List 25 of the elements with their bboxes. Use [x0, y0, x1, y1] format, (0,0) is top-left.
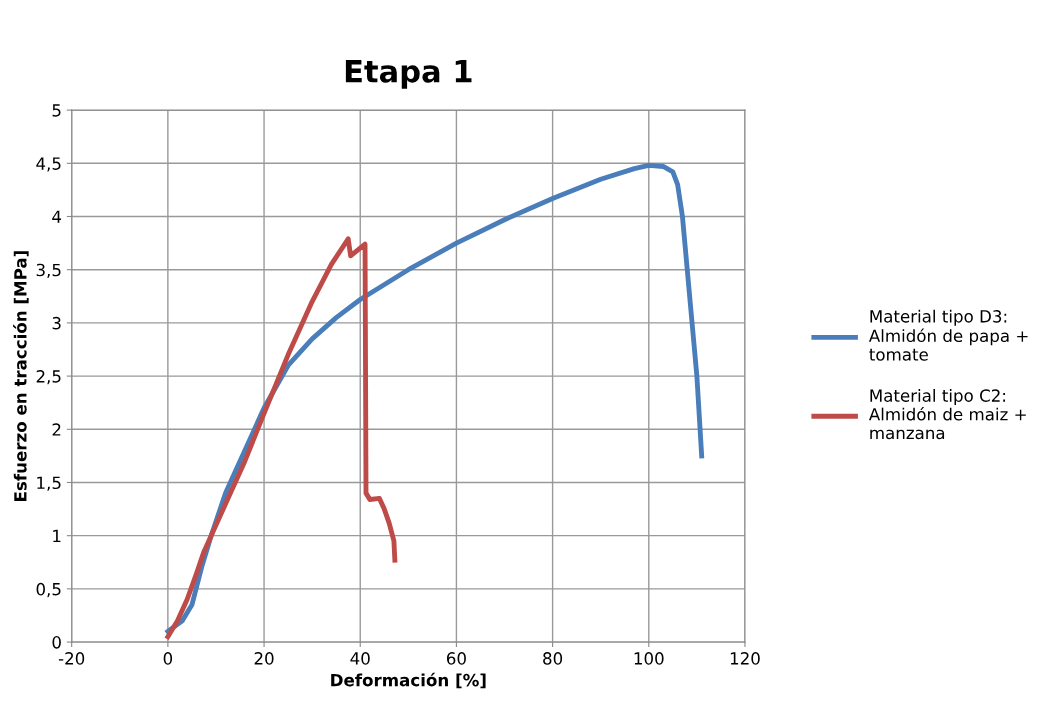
- line-series: [165, 236, 398, 640]
- x-tick-label: 0: [163, 652, 173, 665]
- y-tick-label: 5: [52, 104, 61, 117]
- legend-label: Material tipo D3: Almidón de papa + tomate: [868, 309, 1028, 361]
- y-tick-label: 4: [52, 210, 62, 223]
- y-tick-label: 2: [52, 423, 61, 436]
- y-tick-label: 0: [52, 636, 61, 649]
- x-tick-label: 100: [634, 652, 664, 665]
- chart-title: Etapa 1: [345, 60, 472, 89]
- x-tick-label: 40: [350, 652, 370, 665]
- y-tick-label: 3: [52, 316, 61, 330]
- x-tick-label: 120: [730, 652, 760, 665]
- x-tick-label: 80: [543, 652, 563, 665]
- y-tick-label: 1,5: [37, 476, 61, 491]
- y-tick-label: 3,5: [36, 263, 61, 278]
- y-tick-label: 1: [53, 529, 61, 543]
- y-tick-label: 2,5: [36, 370, 61, 385]
- y-tick-label: 4,5: [36, 157, 61, 172]
- legend-label: Material tipo C2: Almidón de maiz + manzana: [868, 388, 1026, 440]
- y-axis-title: Esfuerzo en tracción [MPa]: [13, 251, 29, 501]
- y-tick-label: 0,5: [36, 582, 61, 598]
- x-tick-label: 60: [446, 652, 466, 665]
- x-tick-label: 20: [254, 652, 274, 665]
- x-tick-label: -20: [58, 652, 85, 665]
- x-axis-title: Deformación [%]: [331, 672, 486, 689]
